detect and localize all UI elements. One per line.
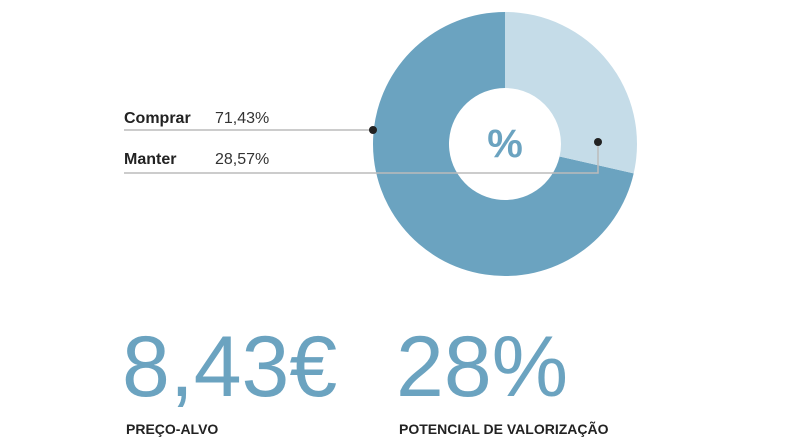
legend-label: Manter: [124, 151, 176, 168]
legend-value: 71,43%: [215, 110, 269, 127]
center-label: %: [487, 122, 523, 166]
leader-dot: [594, 138, 602, 146]
leader-line: [124, 142, 599, 174]
wedge: [505, 12, 637, 174]
stat-value: 8,43€: [122, 319, 337, 415]
wedge: [373, 12, 634, 277]
legend-label: Comprar: [124, 110, 191, 127]
stat-value: 28%: [396, 319, 568, 415]
stat-caption: POTENCIAL DE VALORIZAÇÃO: [399, 420, 609, 437]
legend-value: 28,57%: [215, 151, 269, 168]
leader-dot: [369, 126, 377, 134]
stat-caption: PREÇO-ALVO: [126, 421, 218, 437]
donut: [373, 12, 637, 277]
